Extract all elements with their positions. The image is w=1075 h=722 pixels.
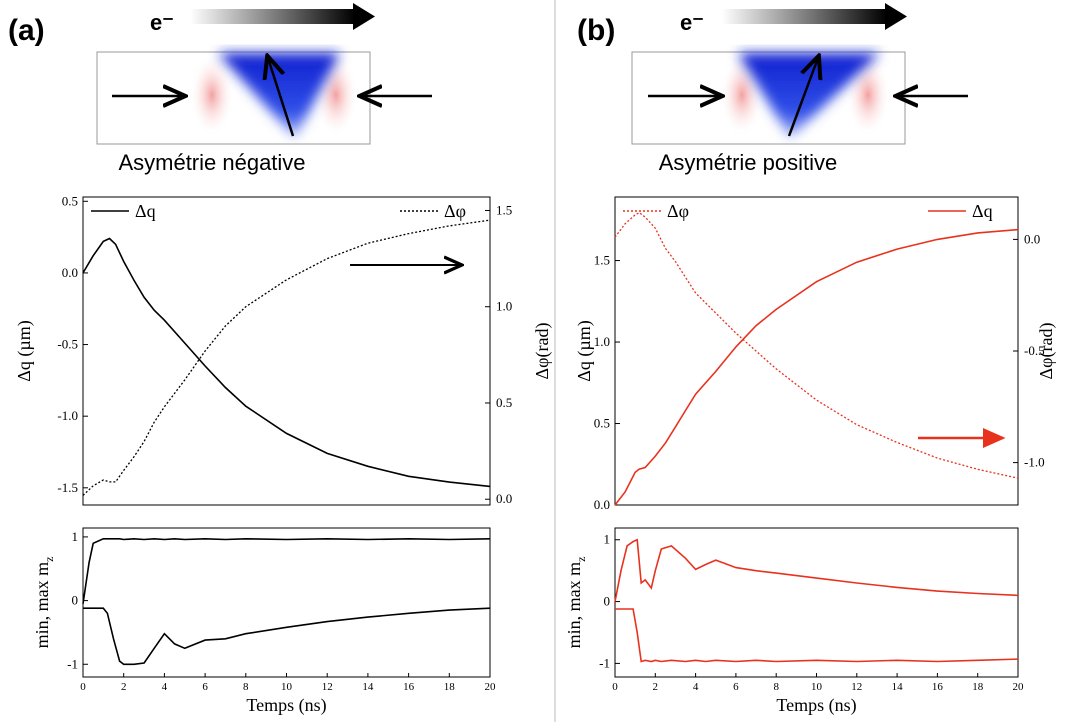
y2-tick-label: 1.5 [496,202,512,217]
y-tick-label: 1 [72,529,79,544]
x-tick-label: 20 [485,681,497,693]
y-tick-label: 1 [604,532,611,547]
y2-tick-label: -1.0 [1024,455,1045,470]
y2-tick-label: 0.0 [496,491,512,506]
y-axis-label: Δq (µm) [14,320,35,381]
y-tick-label: 0.5 [62,193,78,208]
y-axis-label: min, max mz [32,557,56,649]
x-tick-label: 2 [653,681,659,693]
y-tick-label: 0 [604,594,611,609]
y-tick-label: 1.5 [594,253,610,268]
legend-label: Δq [135,201,156,221]
plot-frame [82,527,491,678]
x-tick-label: 14 [892,681,904,693]
y2-axis-label: Δφ(rad) [1036,323,1057,380]
y-tick-label: -0.5 [57,337,78,352]
diagram [96,52,432,145]
y2-tick-label: 0.5 [496,395,512,410]
series-line [82,537,491,604]
series-line [82,219,491,496]
x-tick-label: 8 [243,681,249,693]
y2-tick-label: 1.0 [496,299,512,314]
diagram-caption: Asymétrie négative [118,150,305,175]
beam-arrow [190,3,375,30]
x-tick-label: 10 [281,681,293,693]
y2-axis-label: Δφ(rad) [532,323,553,380]
legend-label: Δφ [444,201,466,221]
x-tick-label: 6 [733,681,739,693]
y-tick-label: 1.0 [594,334,610,349]
y-tick-label: -1 [67,656,78,671]
x-tick-label: 6 [202,681,208,693]
y-tick-label: -1.0 [57,408,78,423]
y2-tick-label: 0.0 [1024,231,1040,246]
x-tick-label: 18 [972,681,984,693]
x-tick-label: 12 [851,681,862,693]
series-line [614,211,1019,479]
series-line [82,237,491,488]
x-tick-label: 12 [322,681,333,693]
x-tick-label: 0 [80,681,86,693]
electron-label: e⁻ [680,10,704,35]
x-axis-label: Temps (ns) [246,695,326,716]
y-tick-label: -1 [599,655,610,670]
x-tick-label: 2 [121,681,127,693]
y-tick-label: 0 [72,593,79,608]
series-line [614,538,1019,602]
x-tick-label: 18 [444,681,456,693]
x-tick-label: 8 [773,681,779,693]
x-tick-label: 10 [811,681,823,693]
y-tick-label: 0.5 [594,416,610,431]
x-axis-label: Temps (ns) [776,695,856,716]
y-tick-label: 0.0 [62,265,78,280]
y-axis-label-text: min, max m [564,562,584,649]
series-line [83,607,491,666]
diagram-caption: Asymétrie positive [659,150,838,175]
panel-label: (b) [577,14,615,47]
x-tick-label: 4 [693,681,699,693]
x-tick-label: 20 [1013,681,1025,693]
plot-frame [82,196,491,506]
x-tick-label: 16 [932,681,944,693]
series-line [615,608,1019,663]
y-axis-label: min, max mz [564,557,588,649]
electron-label: e⁻ [150,10,174,35]
y-tick-label: 0.0 [594,497,610,512]
series-line [614,228,1019,506]
y-axis-label: Δq (µm) [574,320,595,381]
y-axis-label-subscript: z [42,557,56,562]
panel-label: (a) [8,14,45,47]
beam-arrow [722,3,907,30]
x-tick-label: 0 [612,681,618,693]
diagram [631,52,968,145]
y-tick-label: -1.5 [57,480,78,495]
plot-frame [614,196,1019,506]
legend-label: Δq [972,201,993,221]
x-tick-label: 16 [403,681,415,693]
y2-tick-label: -0.5 [1024,343,1045,358]
legend-label: Δφ [667,201,689,221]
y-axis-label-subscript: z [574,557,588,562]
x-tick-label: 4 [162,681,168,693]
x-tick-label: 14 [362,681,374,693]
y-axis-label-text: min, max m [32,562,52,649]
